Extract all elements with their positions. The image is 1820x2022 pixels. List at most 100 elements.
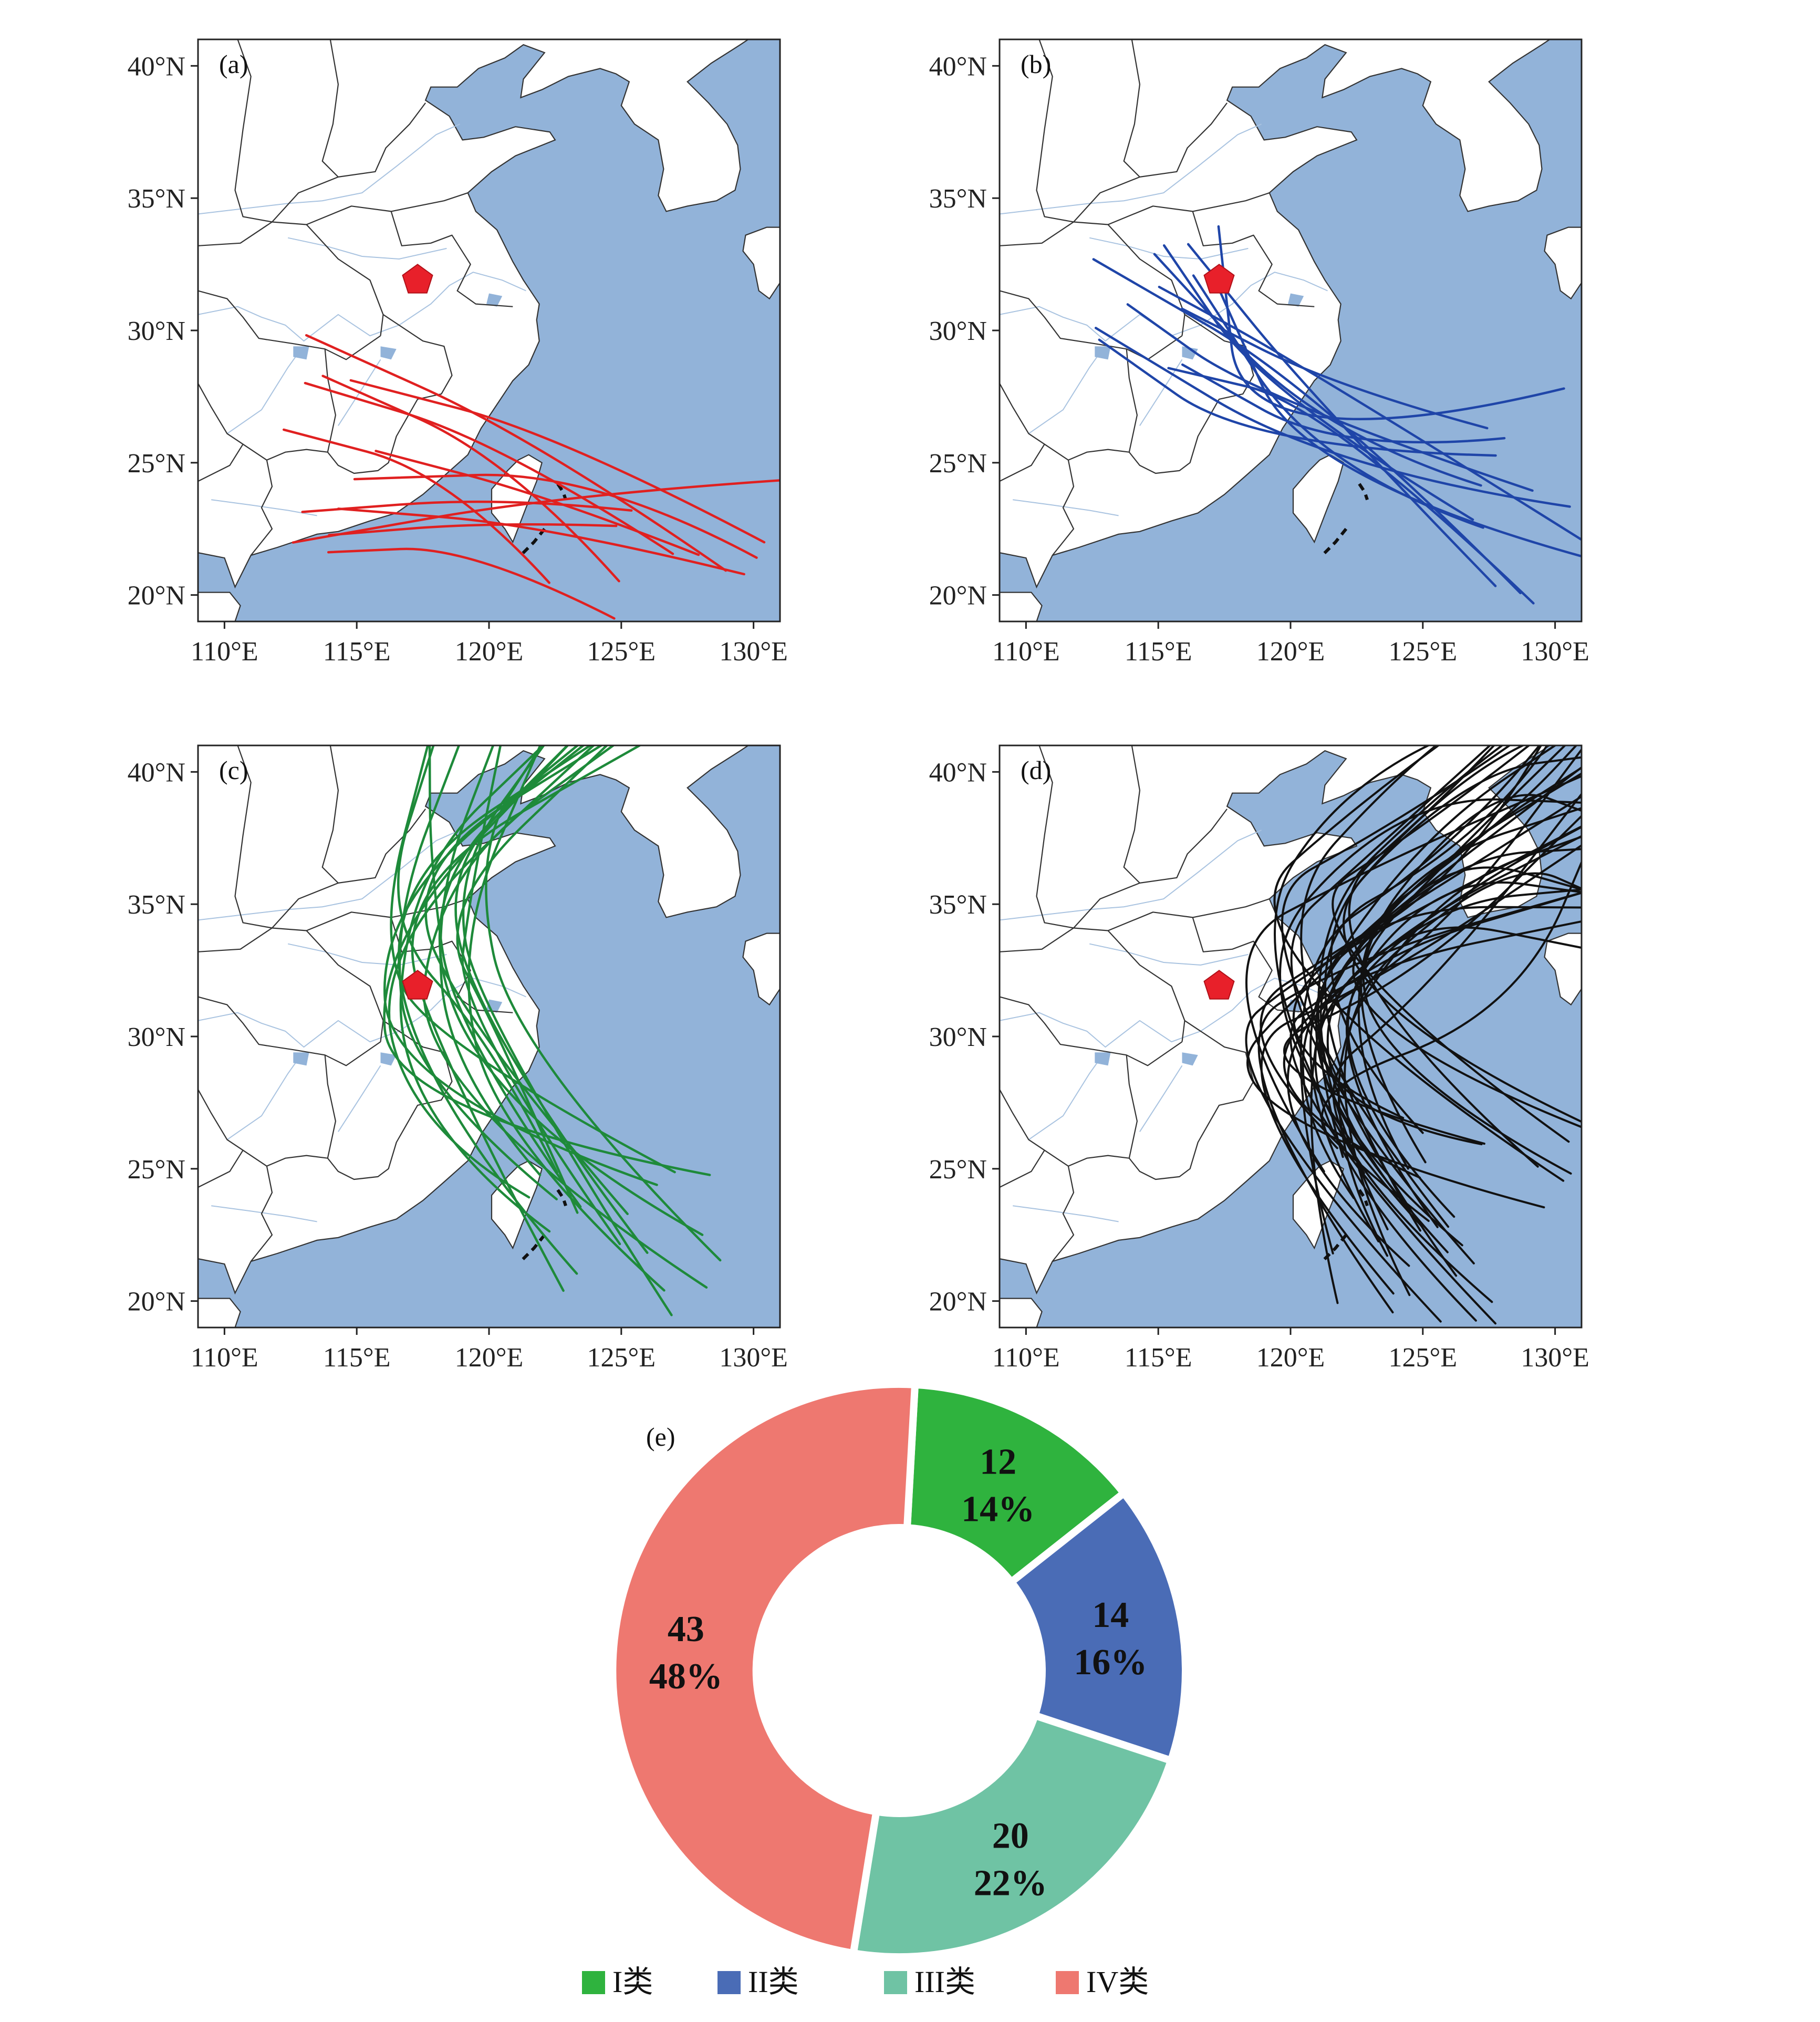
river	[1000, 978, 1328, 1048]
map-panels: (a) 110°E 115°E 120°E 125°E 130°E 20°N 25°N 30°N…	[128, 38, 1589, 1373]
pie-slice-count: 14	[1092, 1595, 1129, 1635]
study-site-marker	[1203, 264, 1235, 294]
pie-chart-e: 12 14% 14 16% 20 22% 43 48% (e)	[609, 1380, 1189, 1961]
track-group	[1245, 745, 1582, 1325]
province-border	[1107, 224, 1185, 336]
province-border	[272, 176, 339, 223]
legend-label: I类	[612, 1965, 653, 1999]
mainland	[198, 39, 750, 589]
y-tick-label: 20°N	[929, 581, 987, 611]
map-panel-2: (b) 110°E 115°E 120°E 125°E 130°E 20°N 25°N 30°N…	[929, 38, 1589, 667]
pie-slice-count: 12	[980, 1442, 1016, 1482]
river	[1013, 1205, 1119, 1222]
river	[1089, 943, 1249, 966]
x-tick-label: 125°E	[1389, 637, 1458, 667]
track-group	[1092, 225, 1582, 605]
typhoon-track	[353, 473, 758, 559]
typhoon-track	[282, 428, 550, 584]
typhoon-track	[383, 745, 658, 1186]
typhoon-track	[456, 745, 609, 1214]
dashed-boundary	[1358, 483, 1369, 501]
y-tick-label: 30°N	[929, 1022, 987, 1052]
y-tick-label: 25°N	[128, 1155, 185, 1185]
province-border	[1000, 221, 1074, 246]
typhoon-track	[1320, 859, 1582, 1149]
track-group	[282, 334, 780, 620]
province-border	[1000, 383, 1069, 461]
province-border	[324, 1055, 336, 1158]
river	[211, 1205, 317, 1222]
river	[1000, 829, 1262, 921]
province-border	[1107, 930, 1185, 1042]
province-border	[234, 39, 273, 223]
lake	[293, 346, 309, 360]
pie-legend: I类 II类 III类 IV类	[582, 1965, 1149, 1999]
kyushu-island	[742, 932, 780, 1006]
province-border	[324, 349, 336, 452]
typhoon-track	[1273, 745, 1565, 1182]
typhoon-track	[1245, 825, 1582, 1323]
province-border	[1073, 882, 1140, 929]
map-plot-area	[1000, 39, 1582, 621]
dashed-boundary	[519, 527, 546, 557]
pie-slice-count: 43	[668, 1609, 704, 1650]
typhoon-track	[1324, 745, 1548, 1232]
river	[198, 272, 526, 342]
typhoon-track	[301, 500, 633, 513]
province-border	[1052, 1166, 1075, 1262]
panel-letter: (b)	[1021, 49, 1051, 79]
y-tick-label: 25°N	[929, 1155, 987, 1185]
typhoon-track	[292, 479, 780, 544]
y-tick-label: 30°N	[128, 316, 185, 346]
x-tick-label: 110°E	[191, 637, 258, 667]
pie-slice-3	[849, 1710, 1176, 1961]
legend-label: IV类	[1086, 1965, 1149, 1999]
typhoon-track	[1346, 888, 1582, 1228]
legend-swatch	[582, 1971, 605, 1994]
typhoon-track	[1158, 285, 1582, 541]
y-tick-label: 25°N	[929, 449, 987, 479]
lake	[1095, 346, 1111, 360]
dashed-boundary	[556, 483, 567, 501]
river	[338, 1065, 381, 1132]
x-tick-label: 120°E	[1256, 1343, 1325, 1373]
x-tick-label: 130°E	[1521, 1343, 1589, 1373]
lake	[293, 1052, 309, 1066]
province-border	[306, 224, 384, 336]
river	[1000, 123, 1262, 215]
pie-slice-4	[609, 1380, 919, 1958]
dashed-boundary	[1358, 1189, 1369, 1207]
province-border	[198, 383, 267, 461]
pie-slice-percent: 48%	[649, 1656, 723, 1697]
typhoon-track	[305, 334, 727, 572]
province-border	[198, 290, 381, 360]
river	[226, 348, 302, 434]
typhoon-track	[383, 745, 711, 1176]
typhoon-track	[467, 745, 665, 1292]
y-tick-label: 30°N	[929, 316, 987, 346]
typhoon-track	[1257, 891, 1582, 1314]
river	[1013, 499, 1119, 516]
map-panel-1: (a) 110°E 115°E 120°E 125°E 130°E 20°N 25°N 30°N…	[128, 38, 788, 667]
province-border	[1073, 898, 1270, 931]
y-tick-label: 40°N	[929, 758, 987, 787]
province-border	[1126, 1055, 1138, 1158]
map-panel-3: (c) 110°E 115°E 120°E 125°E 130°E 20°N 25°N 30°N…	[128, 744, 788, 1373]
typhoon-track	[1360, 745, 1578, 1164]
panel-letter: (c)	[219, 755, 248, 785]
province-border	[1126, 349, 1138, 452]
typhoon-track	[1167, 367, 1535, 605]
dashed-boundary	[556, 1189, 567, 1207]
typhoon-track	[397, 745, 558, 1174]
lake	[380, 1052, 397, 1066]
x-tick-label: 130°E	[719, 1343, 788, 1373]
pie-slice-percent: 22%	[974, 1863, 1047, 1903]
typhoon-track	[1153, 253, 1482, 487]
province-border	[266, 314, 453, 474]
typhoon-track	[327, 547, 616, 620]
river	[287, 943, 447, 966]
typhoon-track	[1332, 745, 1570, 1143]
y-tick-label: 40°N	[128, 51, 185, 81]
typhoon-track	[1181, 307, 1489, 430]
